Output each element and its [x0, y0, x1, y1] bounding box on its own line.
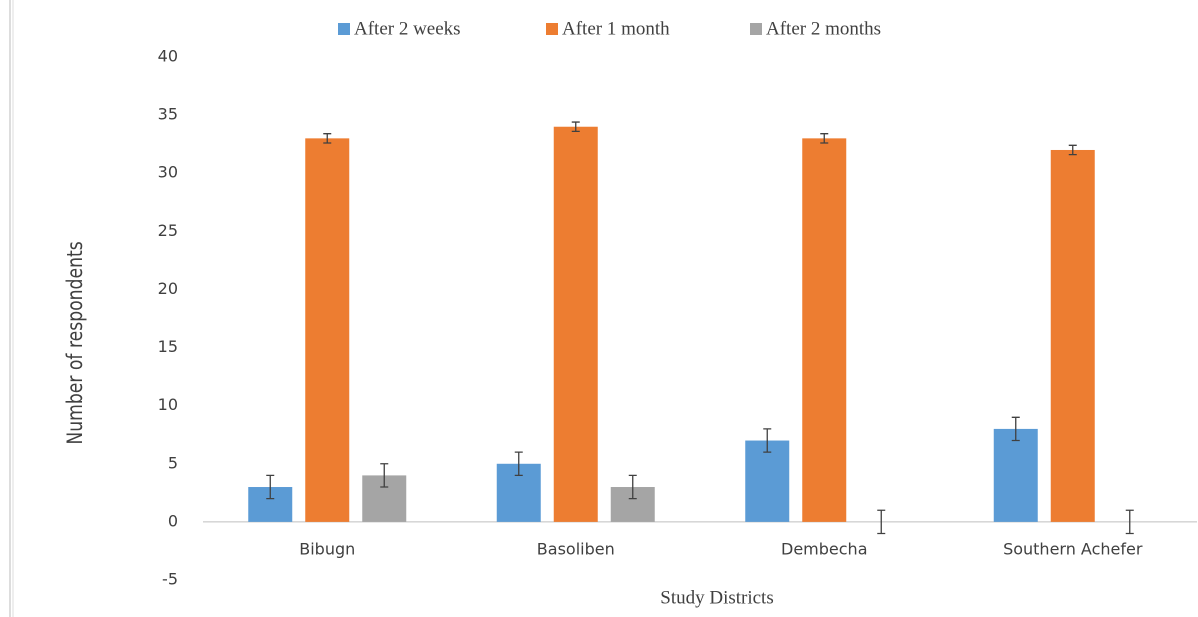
error-bar	[1011, 416, 1020, 442]
legend-label: After 2 weeks	[354, 18, 461, 39]
legend-label: After 2 months	[766, 18, 881, 39]
y-tick-label: -5	[162, 570, 178, 589]
y-tick-label: 25	[158, 221, 178, 240]
bar	[993, 428, 1038, 522]
y-tick-label: 30	[158, 163, 178, 182]
x-tick-label: Basoliben	[537, 540, 615, 559]
bar	[553, 126, 598, 522]
bar	[305, 138, 350, 522]
y-tick-label: 35	[158, 105, 178, 124]
legend-swatch	[750, 23, 762, 35]
error-bar	[1068, 144, 1077, 156]
error-bar	[266, 474, 275, 500]
y-tick-label: 10	[158, 395, 178, 414]
legend-label: After 1 month	[562, 18, 670, 39]
bar	[802, 138, 847, 522]
error-bar	[380, 463, 389, 488]
error-bar	[628, 474, 637, 500]
y-tick-label: 15	[158, 337, 178, 356]
error-bar	[514, 451, 523, 477]
x-tick-label: Dembecha	[781, 540, 868, 559]
error-bar	[1125, 509, 1134, 535]
legend-swatch	[546, 23, 558, 35]
x-axis-title: Study Districts	[660, 587, 773, 608]
x-tick-label: Southern Achefer	[1003, 540, 1143, 559]
error-bar	[323, 133, 332, 144]
bar	[1050, 149, 1095, 522]
y-axis-title: Number of respondents	[62, 241, 87, 444]
error-bar	[820, 133, 829, 144]
y-tick-label: 0	[168, 511, 178, 530]
bar	[745, 440, 790, 522]
legend-swatch	[338, 23, 350, 35]
error-bar	[571, 121, 580, 133]
error-bar	[877, 509, 886, 535]
y-tick-label: 5	[168, 453, 178, 472]
x-tick-label: Bibugn	[299, 540, 355, 559]
y-tick-label: 40	[158, 47, 178, 66]
error-bar	[763, 428, 772, 453]
y-tick-label: 20	[158, 279, 178, 298]
